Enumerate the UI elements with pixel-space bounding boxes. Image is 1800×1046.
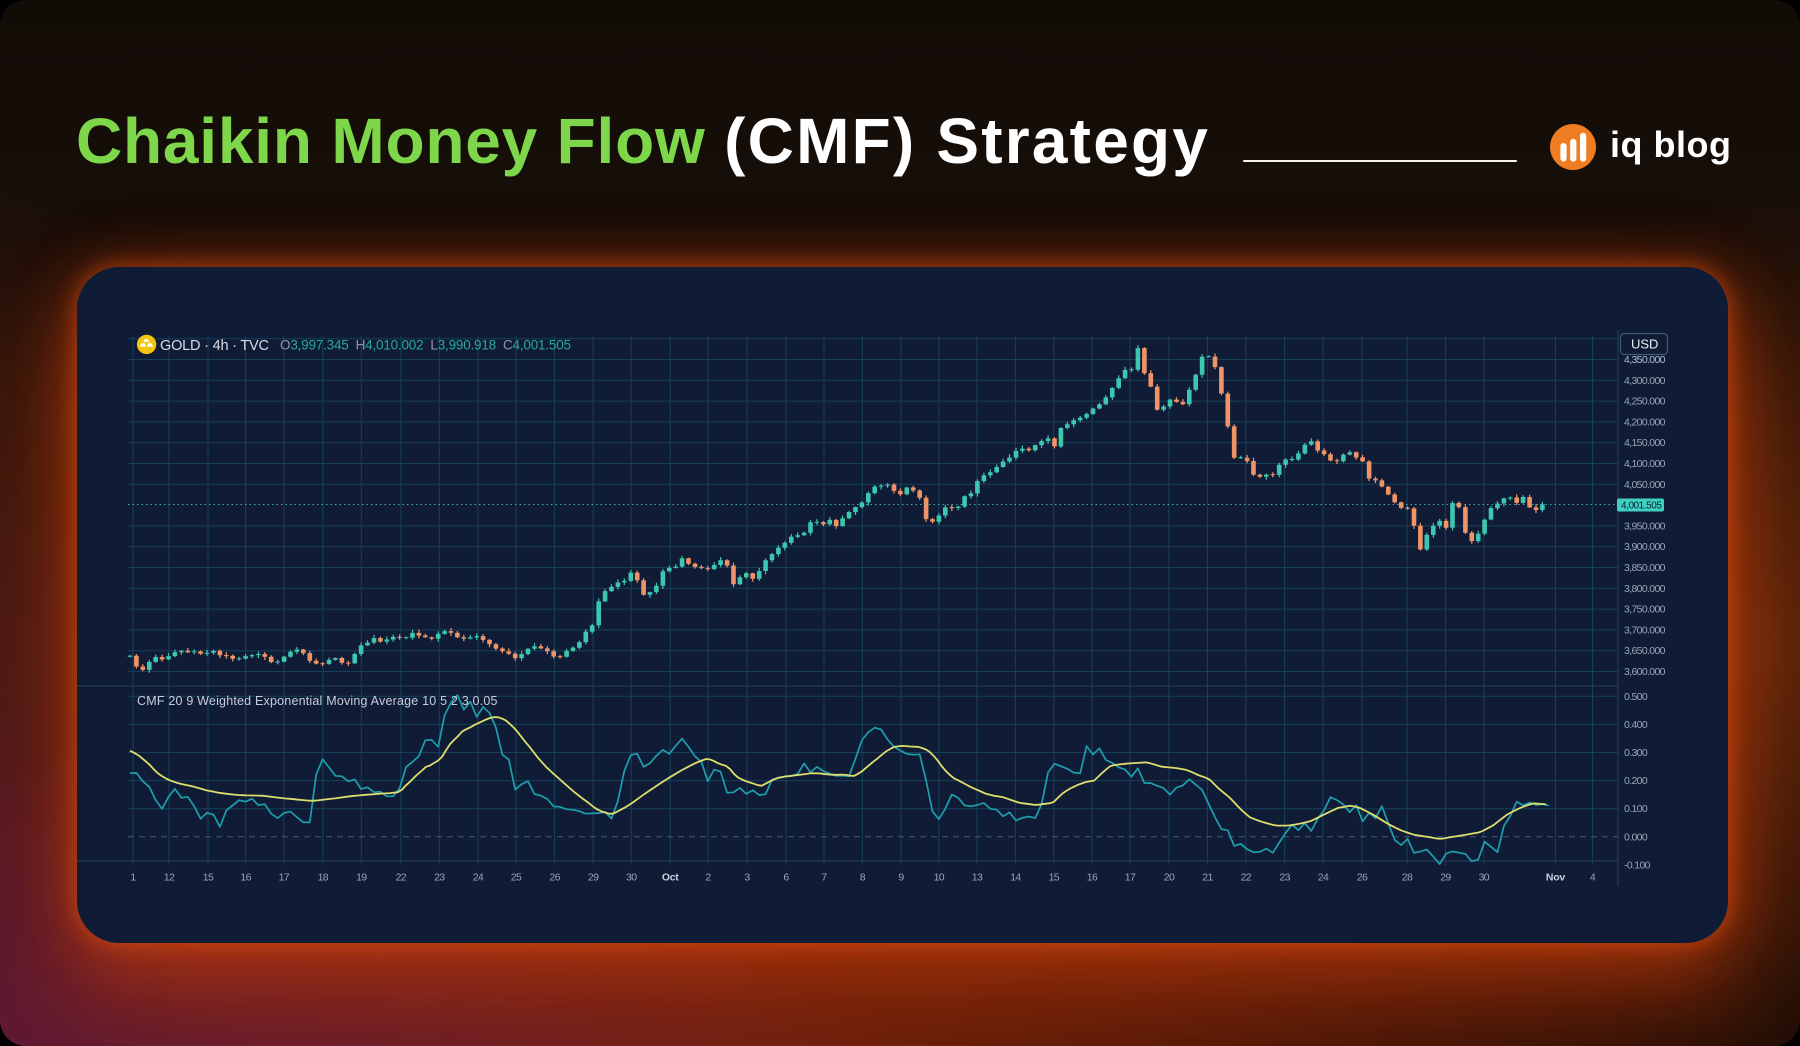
svg-text:3,700.000: 3,700.000 <box>1624 624 1666 636</box>
svg-text:GOLD · 4h · TVC: GOLD · 4h · TVC <box>160 338 269 354</box>
svg-text:4,350.000: 4,350.000 <box>1624 354 1666 366</box>
svg-text:22: 22 <box>1241 872 1252 884</box>
svg-text:-0.100: -0.100 <box>1624 859 1651 871</box>
svg-text:4: 4 <box>1590 872 1596 884</box>
svg-text:4,300.000: 4,300.000 <box>1624 375 1666 387</box>
svg-text:4,250.000: 4,250.000 <box>1624 396 1666 408</box>
svg-text:30: 30 <box>1479 872 1490 884</box>
svg-text:12: 12 <box>164 872 175 884</box>
svg-text:16: 16 <box>240 872 251 884</box>
svg-text:3,650.000: 3,650.000 <box>1624 645 1666 657</box>
svg-text:15: 15 <box>1049 872 1060 884</box>
svg-text:0.300: 0.300 <box>1624 747 1648 759</box>
svg-text:24: 24 <box>473 872 484 884</box>
svg-text:24: 24 <box>1318 872 1329 884</box>
svg-text:26: 26 <box>549 872 560 884</box>
svg-text:29: 29 <box>588 872 599 884</box>
svg-text:Oct: Oct <box>662 872 679 884</box>
svg-text:0.200: 0.200 <box>1624 775 1648 787</box>
svg-text:16: 16 <box>1087 872 1098 884</box>
svg-text:19: 19 <box>356 872 367 884</box>
svg-text:17: 17 <box>1125 872 1136 884</box>
svg-text:30: 30 <box>626 872 637 884</box>
svg-text:3,850.000: 3,850.000 <box>1624 562 1666 574</box>
svg-text:0.400: 0.400 <box>1624 719 1648 731</box>
svg-text:0.500: 0.500 <box>1624 691 1648 703</box>
svg-text:18: 18 <box>318 872 329 884</box>
svg-text:15: 15 <box>203 872 214 884</box>
svg-text:3: 3 <box>744 872 750 884</box>
svg-text:29: 29 <box>1440 872 1451 884</box>
svg-text:4,001.505: 4,001.505 <box>1621 500 1662 511</box>
svg-text:20: 20 <box>1164 872 1175 884</box>
svg-text:26: 26 <box>1357 872 1368 884</box>
svg-text:17: 17 <box>279 872 290 884</box>
svg-text:3,950.000: 3,950.000 <box>1624 520 1666 532</box>
svg-text:25: 25 <box>511 872 522 884</box>
svg-text:3,900.000: 3,900.000 <box>1624 541 1666 553</box>
svg-text:23: 23 <box>1279 872 1290 884</box>
svg-text:6: 6 <box>783 872 789 884</box>
svg-text:4,350.000: 4,350.000 <box>1624 354 1666 366</box>
svg-text:4,100.000: 4,100.000 <box>1624 458 1666 470</box>
svg-text:9: 9 <box>898 872 904 884</box>
svg-text:CMF 20 9 Weighted Exponential: CMF 20 9 Weighted Exponential Moving Ave… <box>137 694 498 708</box>
svg-text:10: 10 <box>934 872 945 884</box>
svg-text:Nov: Nov <box>1546 872 1565 884</box>
svg-text:3,800.000: 3,800.000 <box>1624 583 1666 595</box>
svg-text:3,600.000: 3,600.000 <box>1624 666 1666 678</box>
svg-text:7: 7 <box>821 872 827 884</box>
svg-text:8: 8 <box>860 872 866 884</box>
svg-text:0.000: 0.000 <box>1624 831 1648 843</box>
svg-text:22: 22 <box>396 872 407 884</box>
svg-text:4,150.000: 4,150.000 <box>1624 437 1666 449</box>
svg-text:21: 21 <box>1202 872 1213 884</box>
svg-text:23: 23 <box>434 872 445 884</box>
svg-text:4,050.000: 4,050.000 <box>1624 479 1666 491</box>
svg-text:14: 14 <box>1010 872 1021 884</box>
svg-text:13: 13 <box>972 872 983 884</box>
svg-text:1: 1 <box>130 872 136 884</box>
svg-text:0.100: 0.100 <box>1624 803 1648 815</box>
svg-text:USD: USD <box>1631 337 1658 352</box>
svg-text:4,200.000: 4,200.000 <box>1624 416 1666 428</box>
svg-text:3,750.000: 3,750.000 <box>1624 604 1666 616</box>
svg-text:2: 2 <box>705 872 711 884</box>
svg-text:28: 28 <box>1402 872 1413 884</box>
